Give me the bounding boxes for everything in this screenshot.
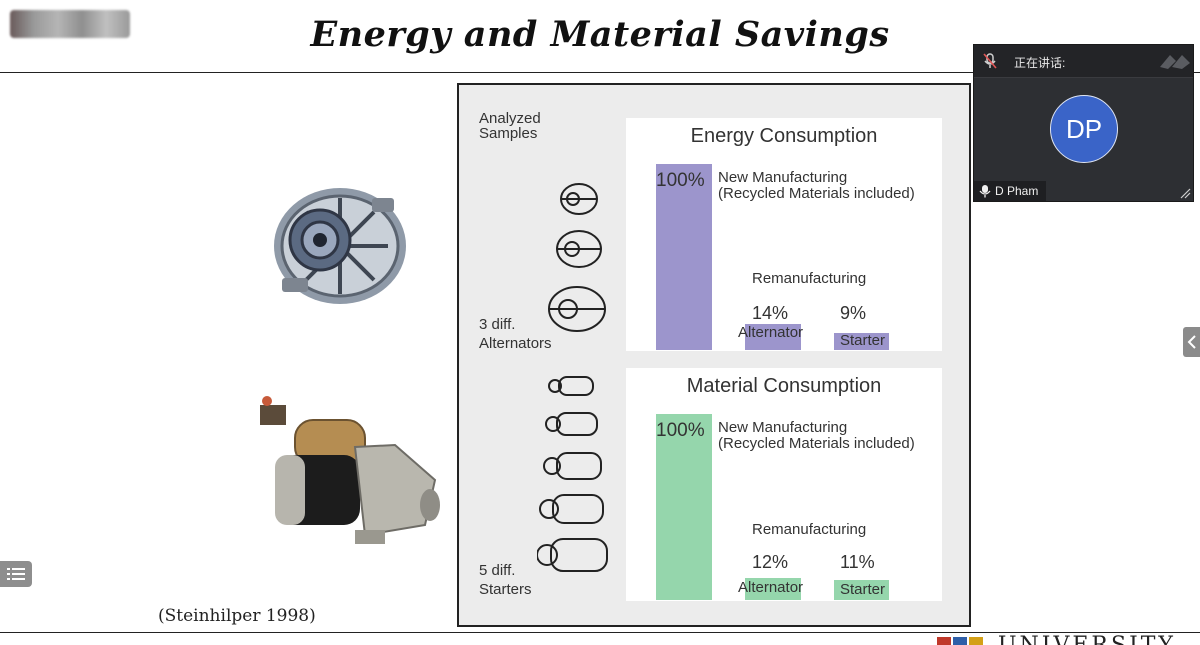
bar-alternator	[745, 323, 801, 350]
blurred-meeting-badge	[10, 10, 130, 38]
alternator-image	[274, 188, 406, 304]
category-label-alternator: Alternator	[738, 579, 804, 596]
slide-figure-panel: Analyzed Samples 3 diff. Alternators 5 d…	[457, 83, 971, 627]
avatar: DP	[1050, 95, 1118, 163]
alternators-count-line1: 3 diff.	[479, 316, 516, 333]
starter-motor-image	[260, 396, 440, 544]
value-label-new: 100%	[656, 420, 705, 441]
new-manufacturing-label: New Manufacturing	[718, 419, 848, 436]
bar-alternator	[745, 577, 801, 600]
remanufacturing-label: Remanufacturing	[752, 270, 867, 287]
chart-title: Energy Consumption	[690, 125, 878, 147]
tile-options-icon[interactable]	[1160, 53, 1190, 69]
chevron-left-icon	[1187, 335, 1196, 349]
category-label-starter: Starter	[840, 581, 886, 598]
university-logo	[937, 637, 983, 645]
bar-starter	[834, 333, 889, 350]
alternators-count-line2: Alternators	[479, 335, 552, 352]
resize-handle-icon[interactable]	[1179, 187, 1191, 199]
value-label-starter: 9%	[840, 303, 867, 323]
recycled-materials-label: (Recycled Materials included)	[718, 435, 915, 452]
bar-new-manufacturing	[656, 414, 712, 600]
starters-count-line2: Starters	[479, 581, 532, 598]
mic-off-icon[interactable]	[983, 53, 997, 69]
chart-title: Material Consumption	[686, 375, 882, 397]
bar-starter	[834, 579, 889, 600]
category-label-starter: Starter	[840, 332, 886, 349]
energy-consumption-chart: Energy Consumption 100% New Manufacturin…	[626, 118, 942, 351]
remanufacturing-label: Remanufacturing	[752, 521, 867, 538]
alternator-sample-icons	[548, 183, 606, 332]
participant-name: D Pham	[995, 184, 1039, 198]
list-icon	[7, 568, 25, 580]
slide-title: Energy and Material Savings	[310, 14, 890, 55]
mic-icon	[979, 185, 991, 198]
participant-name-tag: D Pham	[974, 181, 1047, 201]
material-consumption-chart: Material Consumption 100% New Manufactur…	[626, 368, 942, 601]
category-label-alternator: Alternator	[738, 324, 804, 341]
value-label-alternator: 14%	[752, 303, 789, 323]
university-name: UNIVERSITY OF	[998, 633, 1200, 645]
bar-new-manufacturing	[656, 164, 712, 350]
slide-list-button[interactable]	[0, 561, 32, 587]
participant-video-tile[interactable]: 正在讲话: DP D Pham	[973, 44, 1194, 202]
starter-sample-icons	[537, 376, 608, 572]
analyzed-samples-line1: Analyzed	[479, 110, 541, 127]
analyzed-samples-line2: Samples	[479, 125, 538, 142]
new-manufacturing-label: New Manufacturing	[718, 169, 848, 186]
recycled-materials-label: (Recycled Materials included)	[718, 185, 915, 202]
value-label-alternator: 12%	[752, 552, 789, 572]
speaking-label: 正在讲话:	[1014, 56, 1066, 70]
collapse-panel-button[interactable]	[1183, 327, 1200, 357]
title-divider	[0, 72, 1200, 73]
citation: (Steinhilper 1998)	[158, 606, 316, 626]
value-label-starter: 11%	[840, 552, 875, 572]
value-label-new: 100%	[656, 170, 705, 191]
starters-count-line1: 5 diff.	[479, 562, 516, 579]
footer-divider	[0, 632, 1200, 633]
video-tile-header: 正在讲话:	[974, 45, 1193, 78]
